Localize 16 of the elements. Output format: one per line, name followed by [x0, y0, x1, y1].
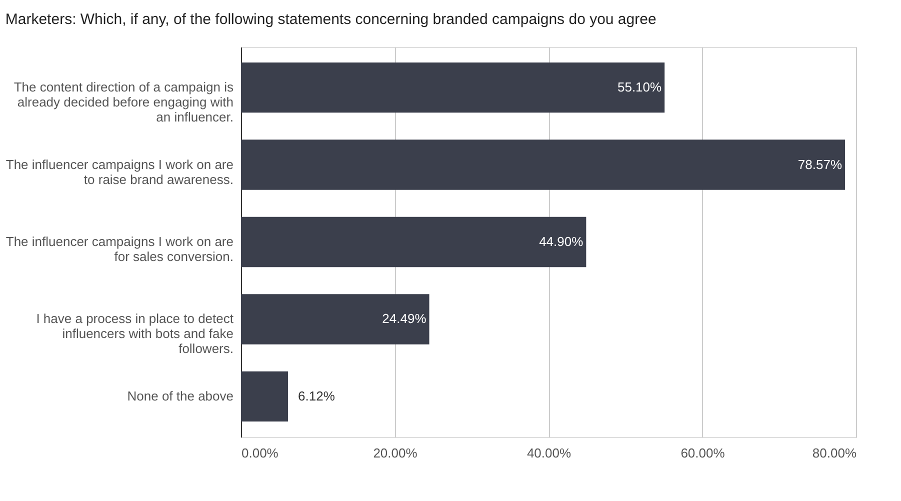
- data-label: 55.10%: [617, 80, 662, 95]
- x-tick-label: 0.00%: [242, 446, 279, 460]
- x-tick-label: 60.00%: [680, 446, 726, 460]
- x-tick-label: 40.00%: [526, 446, 572, 460]
- data-label: 6.12%: [298, 388, 336, 404]
- y-tick-label: I have a process in place to detect influencers with bots and fake followers.: [36, 311, 234, 356]
- data-label: 24.49%: [382, 311, 427, 326]
- y-tick-label: The content direction of a campaign is already decided before engaging with an influencer.: [14, 80, 234, 125]
- y-tick-label: The influencer campaigns I work on are for sales conversion.: [6, 234, 234, 264]
- data-label: 78.57%: [798, 156, 842, 172]
- y-tick-label: The influencer campaigns I work on are to raise brand awareness.: [6, 156, 234, 187]
- x-tick-label: 20.00%: [373, 446, 418, 460]
- data-label: 44.90%: [539, 234, 584, 249]
- y-tick-label: None of the above: [127, 388, 234, 404]
- chart-title: Marketers: Which, if any, of the following statements concerning branded campaigns do you agree: [5, 11, 656, 28]
- x-tick-label: 80.00%: [812, 446, 857, 460]
